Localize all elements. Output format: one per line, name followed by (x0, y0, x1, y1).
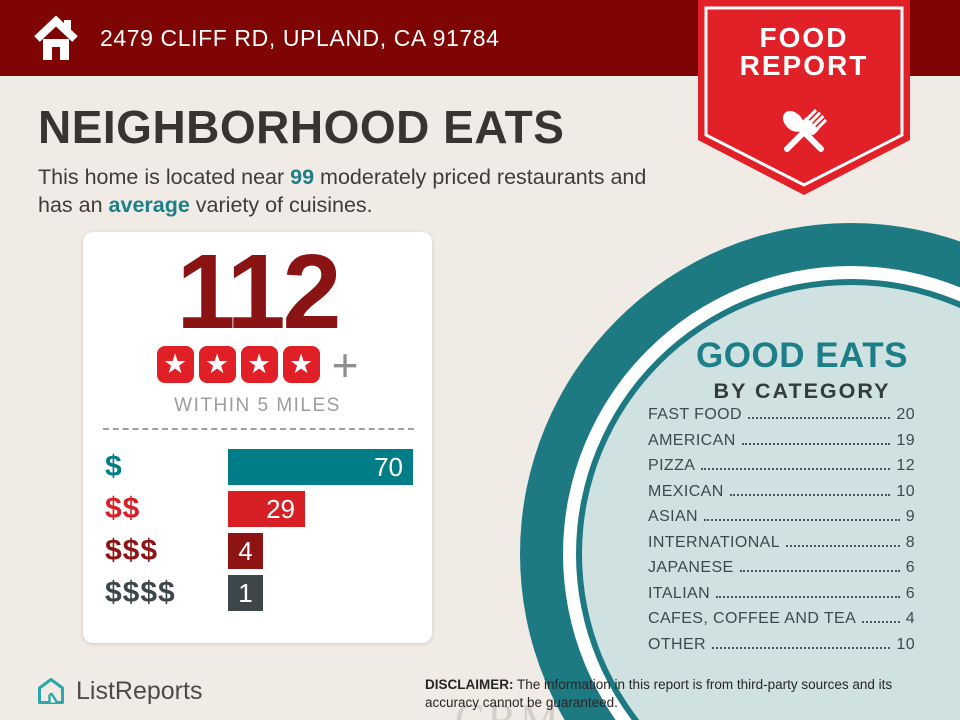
good-eats-header: GOOD EATS BY CATEGORY (652, 336, 952, 404)
bar-row: $ 70 (105, 449, 414, 485)
restaurant-count: 99 (290, 165, 315, 189)
variety-highlight: average (108, 193, 190, 218)
dot-leader (786, 544, 900, 547)
food-report-ribbon: FOOD REPORT (698, 0, 910, 195)
star-icon: ★ (198, 346, 236, 383)
page-title: NEIGHBORHOOD EATS (38, 101, 565, 153)
star-icon: ★ (156, 346, 194, 383)
list-item: AMERICAN 19 (648, 432, 915, 449)
star-icon: ★ (240, 346, 278, 383)
category-value: 9 (905, 508, 915, 525)
list-item: PIZZA 12 (648, 457, 915, 474)
dot-leader (729, 493, 891, 496)
category-list: FAST FOOD 20 AMERICAN 19 PIZZA 12 MEXICAN 10… (648, 406, 915, 661)
price-tier-label: $$$$ (105, 576, 176, 609)
listreports-brand: ListReports (36, 676, 202, 706)
category-label: JAPANESE (648, 559, 734, 576)
category-value: 8 (905, 533, 915, 551)
property-address: 2479 CLIFF RD, UPLAND, CA 91784 (100, 24, 500, 51)
list-item: FAST FOOD 20 (648, 406, 915, 423)
star-icon: ★ (282, 346, 320, 383)
category-label: OTHER (648, 635, 706, 653)
list-item: JAPANESE 6 (648, 559, 915, 576)
dot-leader (862, 621, 900, 623)
radius-label: WITHIN 5 MILES (174, 395, 341, 416)
crmls-watermark: CRMLS (455, 695, 620, 720)
list-item: OTHER 10 (648, 636, 915, 653)
dot-leader (716, 595, 900, 598)
dashed-divider (103, 428, 414, 430)
category-value: 19 (896, 431, 915, 449)
disclaimer: DISCLAIMER: The information in this repo… (425, 677, 893, 710)
list-item: INTERNATIONAL 8 (648, 534, 915, 551)
category-value: 6 (905, 559, 915, 576)
bar: 70 (228, 449, 413, 485)
price-tier-label: $$$ (105, 534, 159, 567)
category-label: FAST FOOD (648, 406, 742, 423)
list-item: ASIAN 9 (648, 508, 915, 525)
bar-row: $$$$ 1 (105, 575, 414, 611)
dot-leader (739, 570, 900, 572)
category-label: ITALIAN (648, 584, 711, 602)
good-eats-subtitle: BY CATEGORY (713, 379, 891, 403)
category-label: CAFES, COFFEE AND TEA (648, 610, 857, 627)
plus-icon: + (331, 338, 359, 391)
category-value: 10 (896, 635, 915, 653)
bar-row: $$ 29 (105, 491, 414, 527)
list-item: CAFES, COFFEE AND TEA 4 (648, 610, 915, 627)
bar: 29 (228, 491, 305, 527)
category-value: 20 (896, 406, 915, 423)
category-value: 4 (905, 610, 915, 627)
star-rating: ★ ★ ★ ★ + (83, 338, 432, 391)
bar-row: $$$ 4 (105, 533, 414, 569)
category-value: 10 (896, 482, 915, 500)
dot-leader (704, 519, 900, 521)
dot-leader (741, 442, 891, 445)
bar: 4 (228, 533, 263, 569)
disclaimer-label: DISCLAIMER: (425, 677, 514, 692)
category-label: ASIAN (648, 508, 699, 525)
dot-leader (712, 646, 891, 649)
list-item: MEXICAN 10 (648, 483, 915, 500)
category-label: AMERICAN (648, 431, 736, 449)
home-icon (34, 15, 78, 60)
spoon-fork-icon (782, 109, 827, 152)
bar: 1 (228, 575, 263, 611)
dot-leader (701, 468, 891, 470)
badge-line1: FOOD (760, 22, 849, 53)
category-label: MEXICAN (648, 482, 724, 500)
summary-card: 112 ★ ★ ★ ★ + WITHIN 5 MILES $ 70 $$ 29 $$$ … (83, 232, 432, 643)
listreports-logo-icon (38, 678, 64, 704)
total-restaurants: 112 (176, 233, 341, 351)
intro-text: This home is located near 99 moderately … (38, 165, 647, 218)
price-bar-chart: $ 70 $$ 29 $$$ 4 $$$$ 1 (105, 449, 414, 617)
category-label: INTERNATIONAL (648, 533, 781, 551)
price-tier-label: $ (105, 450, 123, 483)
good-eats-title: GOOD EATS (696, 336, 908, 375)
category-value: 6 (905, 584, 915, 602)
category-label: PIZZA (648, 457, 696, 474)
dot-leader (747, 417, 891, 419)
price-tier-label: $$ (105, 492, 141, 525)
list-item: ITALIAN 6 (648, 585, 915, 602)
brand-name: ListReports (76, 676, 203, 705)
category-value: 12 (896, 457, 915, 474)
badge-line2: REPORT (740, 50, 869, 81)
